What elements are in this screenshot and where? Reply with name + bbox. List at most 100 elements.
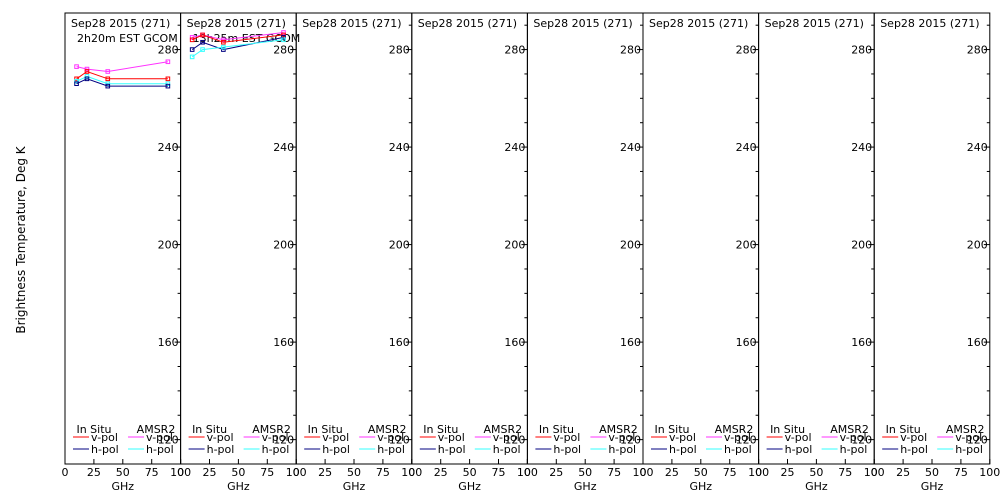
x-tick-label: 25 xyxy=(434,466,448,479)
y-tick-label: 200 xyxy=(504,239,525,252)
panel-title: Sep28 2015 (271) xyxy=(649,17,748,30)
x-tick-label: 50 xyxy=(231,466,245,479)
y-tick-label: 280 xyxy=(851,44,872,57)
legend-label-amsr2_v: v-pol xyxy=(608,431,635,444)
legend-label-insitu_h: h-pol xyxy=(438,443,466,456)
data-point-amsr2_h xyxy=(221,44,226,50)
legend-label-amsr2_v: v-pol xyxy=(262,431,289,444)
legend-label-amsr2_h: h-pol xyxy=(146,443,174,456)
x-tick-label: 100 xyxy=(633,466,654,479)
panel-title: Sep28 2015 (271) xyxy=(880,17,979,30)
legend-label-insitu_h: h-pol xyxy=(669,443,697,456)
series-line-amsr2_h xyxy=(191,39,284,58)
data-point-amsr2_v xyxy=(221,37,226,43)
x-tick-label: 75 xyxy=(376,466,390,479)
legend-header-amsr2: AMSR2 xyxy=(252,423,291,436)
y-tick-label: 280 xyxy=(158,44,179,57)
x-tick-label: 25 xyxy=(665,466,679,479)
legend-label-amsr2_h: h-pol xyxy=(493,443,521,456)
legend-label-amsr2_v: v-pol xyxy=(146,431,173,444)
x-tick-label: 75 xyxy=(954,466,968,479)
data-point-amsr2_v xyxy=(281,30,286,35)
data-point-amsr2_v xyxy=(165,59,171,65)
x-axis-label: GHz xyxy=(921,480,944,493)
x-tick-label: 100 xyxy=(401,466,422,479)
y-tick-label: 200 xyxy=(851,239,872,252)
x-tick-label: 0 xyxy=(871,466,878,479)
legend-header-amsr2: AMSR2 xyxy=(830,423,869,436)
y-tick-label: 280 xyxy=(967,44,988,57)
legend-label-amsr2_h: h-pol xyxy=(840,443,868,456)
y-tick-label: 120 xyxy=(620,434,641,447)
y-tick-label: 200 xyxy=(389,239,410,252)
legend-header-amsr2: AMSR2 xyxy=(483,423,522,436)
y-tick-label: 120 xyxy=(967,434,988,447)
x-tick-label: 0 xyxy=(524,466,531,479)
data-point-insitu_v xyxy=(105,76,111,82)
x-tick-label: 100 xyxy=(170,466,191,479)
x-tick-label: 75 xyxy=(723,466,737,479)
legend-header-insitu: In Situ xyxy=(308,423,343,436)
data-point-amsr2_h xyxy=(200,47,205,52)
y-axis-label: Brightness Temperature, Deg K xyxy=(14,145,28,333)
x-axis-label: GHz xyxy=(805,480,828,493)
panel-5: Sep28 2015 (271) 120 160 200 240 280 0 25 50 75 10… xyxy=(524,12,654,493)
series-line-insitu_h xyxy=(76,78,168,87)
panel-title: Sep28 2015 (271) xyxy=(71,17,170,30)
x-tick-label: 25 xyxy=(549,466,563,479)
x-tick-label: 100 xyxy=(864,466,885,479)
panel-title: Sep28 2015 (271) xyxy=(418,17,517,30)
y-tick-label: 160 xyxy=(504,336,525,349)
data-point-amsr2_h xyxy=(281,37,286,43)
legend-label-insitu_v: v-pol xyxy=(785,431,812,444)
data-point-insitu_v xyxy=(281,32,286,38)
data-point-amsr2_h xyxy=(105,81,111,86)
data-point-insitu_h xyxy=(281,35,286,40)
series-line-insitu_v xyxy=(191,34,284,43)
y-tick-label: 160 xyxy=(736,336,757,349)
x-tick-label: 50 xyxy=(116,466,130,479)
legend-label-insitu_h: h-pol xyxy=(207,443,235,456)
x-tick-label: 100 xyxy=(286,466,307,479)
panel-7: Sep28 2015 (271) 120 160 200 240 280 0 25 50 75 10… xyxy=(755,12,885,493)
legend-label-insitu_v: v-pol xyxy=(438,431,465,444)
panel-title: Sep28 2015 (271) xyxy=(187,17,286,30)
data-point-amsr2_h xyxy=(84,74,90,79)
data-point-amsr2_h xyxy=(74,78,79,84)
y-tick-label: 160 xyxy=(851,336,872,349)
y-tick-label: 120 xyxy=(273,434,294,447)
legend-header-insitu: In Situ xyxy=(886,423,921,436)
panel-3: Sep28 2015 (271) 120 160 200 240 280 0 25 50 75 10… xyxy=(293,12,422,493)
y-tick-label: 240 xyxy=(967,141,988,154)
y-tick-label: 200 xyxy=(736,239,757,252)
y-tick-label: 160 xyxy=(967,336,988,349)
data-point-insitu_h xyxy=(189,47,195,52)
data-point-amsr2_h xyxy=(189,54,195,60)
y-tick-label: 160 xyxy=(273,336,294,349)
legend-label-insitu_v: v-pol xyxy=(669,431,696,444)
panel-subtitle: 13h25m EST GCOM xyxy=(193,32,301,45)
legend-header-insitu: In Situ xyxy=(770,423,805,436)
panel-1: Sep28 2015 (271) 2h20m EST GCOM 120 160 200 2… xyxy=(62,12,191,493)
data-point-insitu_h xyxy=(74,81,79,86)
x-tick-label: 25 xyxy=(203,466,217,479)
data-point-insitu_v xyxy=(189,37,195,43)
x-tick-label: 25 xyxy=(318,466,332,479)
y-tick-label: 200 xyxy=(273,239,294,252)
y-tick-label: 200 xyxy=(620,239,641,252)
x-tick-label: 25 xyxy=(87,466,101,479)
legend-label-insitu_v: v-pol xyxy=(91,431,118,444)
data-point-insitu_v xyxy=(74,76,79,82)
data-point-insitu_h xyxy=(165,83,171,89)
x-axis-label: GHz xyxy=(112,480,135,493)
legend-label-insitu_h: h-pol xyxy=(322,443,350,456)
legend-label-amsr2_h: h-pol xyxy=(608,443,636,456)
x-tick-label: 75 xyxy=(838,466,852,479)
y-tick-label: 120 xyxy=(389,434,410,447)
x-tick-label: 0 xyxy=(62,466,69,479)
x-tick-label: 100 xyxy=(517,466,538,479)
y-tick-label: 240 xyxy=(504,141,525,154)
y-tick-label: 280 xyxy=(620,44,641,57)
y-tick-label: 120 xyxy=(158,434,179,447)
